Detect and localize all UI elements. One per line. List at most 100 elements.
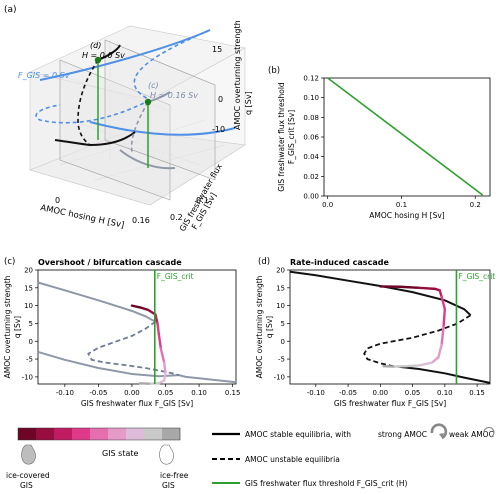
y-tick-label: 0.10 xyxy=(303,94,319,102)
trajectory-segment xyxy=(417,361,434,367)
panel-label: (c) xyxy=(4,257,15,267)
colorbar-cell xyxy=(108,428,127,440)
x-tick-0: 0 xyxy=(55,196,60,205)
legend-ice-covered: ice-covered xyxy=(6,471,50,480)
trajectory-segment xyxy=(154,313,159,325)
fgis0-unstable-b xyxy=(35,99,151,124)
y-axis-label-2: q [Sv] xyxy=(265,316,274,338)
x-axis-label: GIS freshwater flux F_GIS [Sv] xyxy=(334,399,446,408)
y-tick-label: 0 xyxy=(29,338,33,346)
legend-threshold: GIS freshwater flux threshold F_GIS_crit… xyxy=(245,479,408,488)
y-axis-label-2: q [Sv] xyxy=(13,316,22,338)
y-tick-01: 0.1 xyxy=(196,196,209,205)
unstable-branch xyxy=(87,320,180,376)
legend-unstable: AMOC unstable equilibria xyxy=(245,455,340,464)
colorbar-cell xyxy=(18,428,37,440)
stable-upper-branch xyxy=(289,270,472,316)
trajectory-segment xyxy=(430,356,440,364)
x-tick-label: 0.10 xyxy=(191,389,207,397)
h0-unstable xyxy=(77,59,99,146)
legend-gis-right: GIS xyxy=(162,481,175,490)
y-axis-label-1: GIS freshwater flux threshold xyxy=(277,82,286,192)
trajectory-segment xyxy=(398,285,421,290)
trajectory-segment xyxy=(130,304,142,309)
y-axis-label-1: AMOC overturning strength xyxy=(3,275,12,378)
z-tick-15: 15 xyxy=(212,45,222,54)
y-tick-label: 0.06 xyxy=(303,134,319,142)
z-tick-m10: -10 xyxy=(212,125,225,134)
legend-gis-left: GIS xyxy=(20,481,33,490)
h0-stable-lower xyxy=(54,131,136,147)
y-axis-label-1: AMOC overturning strength xyxy=(255,275,264,378)
y-tick-label: 5 xyxy=(29,320,33,328)
y-tick-label: 20 xyxy=(24,267,33,275)
legend: GIS state ice-covered GIS ice-free GIS A… xyxy=(6,423,495,490)
x-axis-label: AMOC hosing H [Sv] xyxy=(369,211,445,220)
x-tick-label: 0.1 xyxy=(396,201,407,209)
legend-strong: strong AMOC xyxy=(378,430,427,439)
trajectory-segment xyxy=(138,306,150,312)
y-tick-label: -10 xyxy=(22,373,33,381)
trajectory-segment xyxy=(404,364,421,368)
stable-lower-left-branch xyxy=(37,350,179,378)
colorbar-frame xyxy=(17,427,181,441)
x-tick-label: -0.05 xyxy=(339,389,357,397)
x-axis-label: GIS freshwater flux F_GIS [Sv] xyxy=(81,399,193,408)
y-tick-label: -5 xyxy=(278,356,285,364)
h016-tipping-point xyxy=(144,98,152,106)
trajectory-segment xyxy=(162,361,167,375)
trajectory-segment xyxy=(437,343,443,359)
annot-d-h: H = 0.0 Sv xyxy=(82,51,125,60)
panel-b: 0.0 0.1 0.2 0.00 0.02 0.04 0.06 0.08 0.10 0.12 AMO… xyxy=(268,66,491,220)
x-tick-label: 0.00 xyxy=(124,389,140,397)
x-tick-label: 0.15 xyxy=(225,389,241,397)
x-tick-label: 0.0 xyxy=(322,201,333,209)
stable-lower-branch xyxy=(178,374,237,384)
y-tick-label: -10 xyxy=(274,373,285,381)
colorbar-cell xyxy=(162,428,181,440)
colorbar xyxy=(17,427,181,441)
y-tick-label: 10 xyxy=(24,302,33,310)
colorbar-cell xyxy=(36,428,55,440)
trajectory-segment xyxy=(159,347,166,364)
trajectory-segment xyxy=(440,325,445,347)
z-axis-label-2: q [Sv] xyxy=(244,91,253,115)
y-tick-02: 0.2 xyxy=(170,213,183,222)
y-tick-label: 0.00 xyxy=(303,193,319,201)
panel-c: -0.10 -0.05 0.00 0.05 0.10 0.15 -10 -5 0 5 10 15 20 G… xyxy=(3,257,240,408)
panel-title: Overshoot / bifurcation cascade xyxy=(38,258,182,267)
x-tick-label: 0.05 xyxy=(158,389,174,397)
y-tick-label: 15 xyxy=(276,284,285,292)
trajectory-segment xyxy=(156,322,161,336)
strong-amoc-arrow-icon xyxy=(439,433,444,438)
legend-weak: weak AMOC xyxy=(449,430,494,439)
colorbar-cell xyxy=(72,428,91,440)
fgis0-unstable xyxy=(133,29,211,101)
annot-c: (c) xyxy=(148,81,159,90)
y-tick-label: 20 xyxy=(276,267,285,275)
x-tick-label: 0.10 xyxy=(437,389,453,397)
annot-d: (d) xyxy=(90,41,101,50)
y-tick-label: 0.12 xyxy=(303,75,319,83)
trajectory-segment xyxy=(417,286,437,291)
panel-d: -0.10 -0.05 0.00 0.05 0.10 0.15 -10 -5 0 5 10 15 20 G… xyxy=(255,257,495,408)
x-tick-label: 0.05 xyxy=(405,389,421,397)
colorbar-cell xyxy=(90,428,109,440)
strong-amoc-icon xyxy=(430,423,448,440)
panel-label: (b) xyxy=(268,66,280,76)
y-tick-label: 0.08 xyxy=(303,114,319,122)
colorbar-cell xyxy=(144,428,163,440)
h0-tipping-point xyxy=(94,56,102,64)
trajectory-segment xyxy=(440,295,447,311)
panel-a-label: (a) xyxy=(4,5,17,15)
legend-ice-free: ice-free xyxy=(160,471,189,480)
y-axis-label-2: F_GIS_crit [Sv] xyxy=(287,110,296,164)
trajectory-segment xyxy=(162,372,167,382)
y-tick-label: 10 xyxy=(276,302,285,310)
y-tick-label: 0 xyxy=(281,338,285,346)
ice-free-icon xyxy=(159,444,174,465)
x-tick-label: 0.00 xyxy=(373,389,389,397)
threshold-label: F_GIS_crit xyxy=(157,272,194,281)
y-tick-label: 5 xyxy=(281,320,285,328)
